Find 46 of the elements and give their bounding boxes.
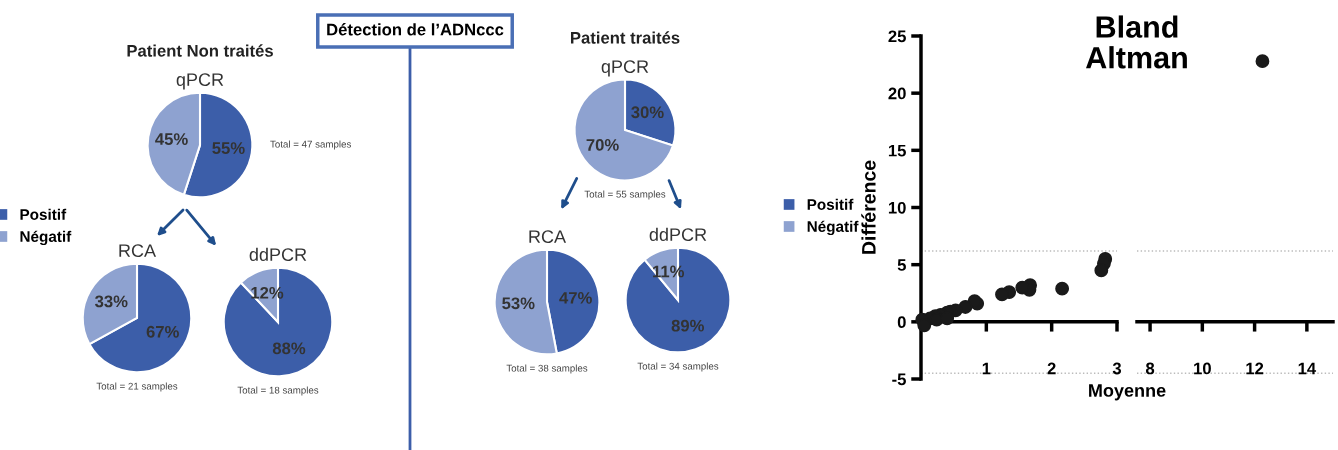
chart-title: Bland Altman xyxy=(1085,15,1187,69)
text: Total = 38 samples xyxy=(506,364,588,374)
data-label: 47% xyxy=(559,292,592,304)
y-tick-label: 10 xyxy=(888,201,906,214)
chart-subtitle: Patient traités xyxy=(571,31,680,44)
chart-title: ddPCR xyxy=(249,247,307,262)
y-tick-label: 15 xyxy=(888,144,906,157)
data-label: 45% xyxy=(155,133,188,145)
y-tick-label: 20 xyxy=(888,87,906,100)
x-tick-label: 3 xyxy=(1112,362,1122,375)
text: Total = 21 samples xyxy=(96,382,178,392)
x-tick-label: 10 xyxy=(1194,362,1211,375)
data-label: 55% xyxy=(212,142,245,154)
data-label: 70% xyxy=(586,138,619,151)
chart-title: RCA xyxy=(119,244,157,258)
text: Total = 34 samples xyxy=(637,362,719,372)
y-tick-label: 5 xyxy=(897,259,906,271)
text: Total = 47 samples xyxy=(270,140,351,150)
y-axis-title: Différence xyxy=(861,160,876,254)
y-tick-label: 0 xyxy=(897,316,906,329)
text: Total = 55 samples xyxy=(584,190,666,200)
legend-label: Positif xyxy=(20,208,67,220)
text: Total = 18 samples xyxy=(237,386,319,396)
data-label: 53% xyxy=(502,297,535,310)
x-tick-label: 12 xyxy=(1246,362,1264,375)
text: Détection de l’ADNccc xyxy=(327,23,504,36)
chart-title: RCA xyxy=(529,230,567,244)
chart-title: qPCR xyxy=(176,73,224,90)
y-tick-label: 25 xyxy=(888,30,906,43)
chart-subtitle: Patient Non traités xyxy=(127,44,273,57)
chart-title: qPCR xyxy=(601,60,649,77)
data-label: 33% xyxy=(95,295,128,308)
x-tick-label: 1 xyxy=(982,362,991,375)
x-tick-label: 2 xyxy=(1047,362,1056,375)
x-tick-label: 8 xyxy=(1145,362,1155,375)
chart-title: ddPCR xyxy=(649,227,707,242)
legend-label: Positif xyxy=(807,198,854,210)
legend-label: Négatif xyxy=(807,220,859,236)
x-tick-label: 14 xyxy=(1298,362,1317,375)
data-label: 88% xyxy=(272,342,306,355)
legend-label: Négatif xyxy=(20,230,72,246)
data-label: 89% xyxy=(671,319,704,332)
y-tick-label: -5 xyxy=(892,373,906,386)
x-axis-title: Moyenne xyxy=(1089,384,1166,401)
data-label: 30% xyxy=(631,106,664,119)
data-label: 67% xyxy=(146,325,179,338)
